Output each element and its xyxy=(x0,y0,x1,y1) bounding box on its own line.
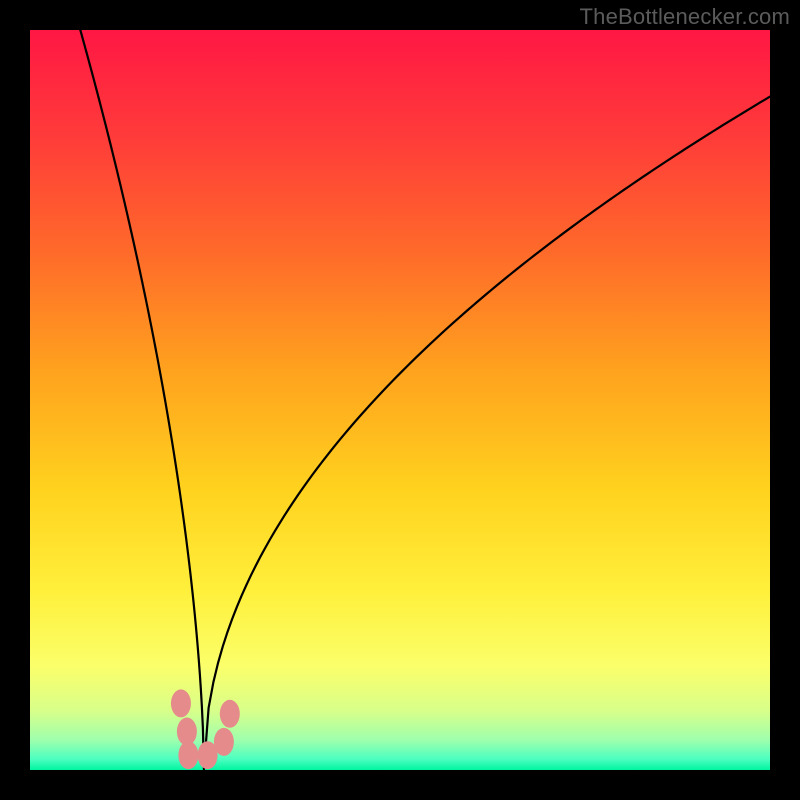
marker-blob xyxy=(177,718,197,746)
bottleneck-curve xyxy=(80,30,770,769)
marker-blob xyxy=(178,741,198,769)
plot-area xyxy=(30,30,770,770)
curve-layer xyxy=(30,30,770,770)
marker-blob xyxy=(214,728,234,756)
marker-blob xyxy=(171,689,191,717)
chart-container: TheBottlenecker.com xyxy=(0,0,800,800)
watermark-text: TheBottlenecker.com xyxy=(580,4,790,30)
marker-blob xyxy=(220,700,240,728)
marker-blobs xyxy=(171,689,240,769)
